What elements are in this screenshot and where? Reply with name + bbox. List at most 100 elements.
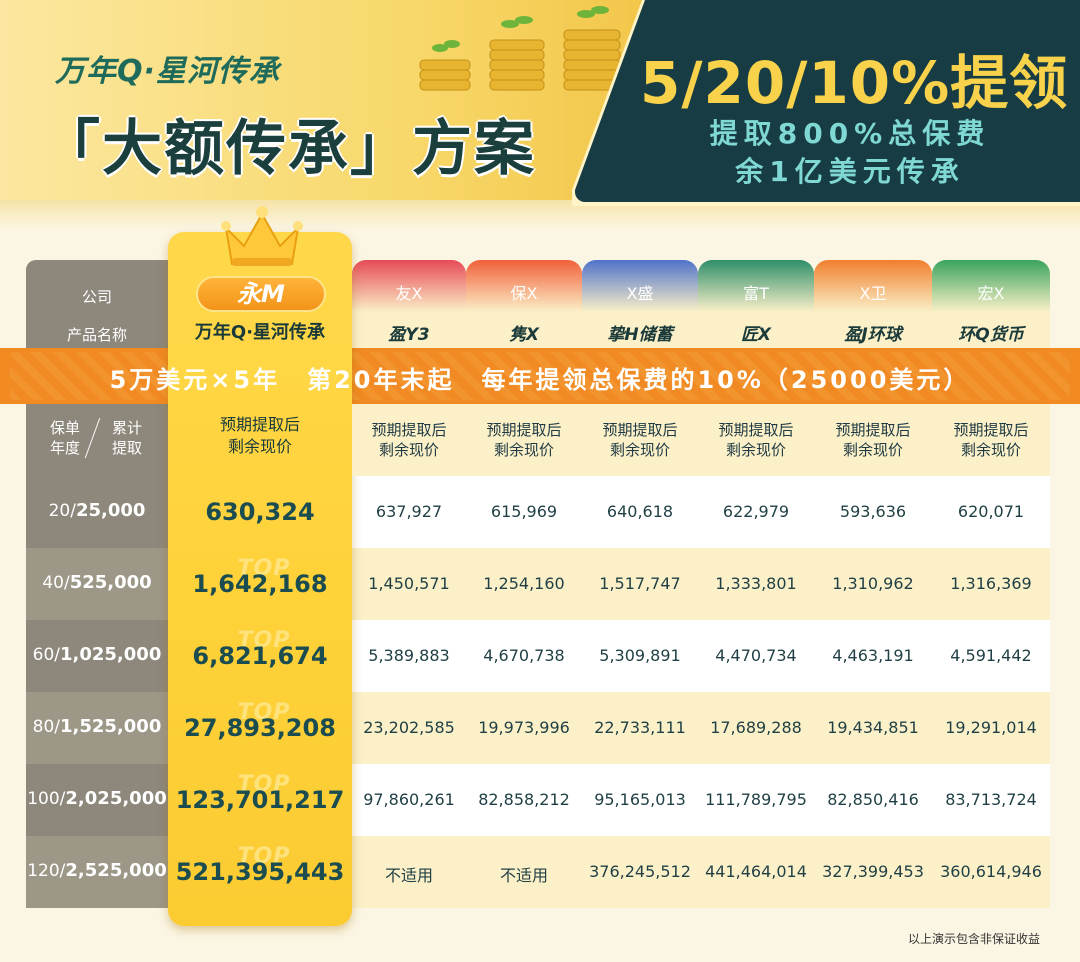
row-background — [352, 548, 1050, 620]
plan-subtitle: 万年Q·星河传承 — [55, 54, 280, 89]
table-cell: 19,973,996 — [478, 718, 570, 737]
label-separator: / — [59, 861, 66, 881]
top-watermark: TOP — [237, 700, 291, 725]
promo-line-1: 提取800%总保费 — [709, 117, 991, 150]
row-background — [352, 692, 1050, 764]
table-cell: 1,310,962 — [832, 574, 914, 593]
featured-value: 521,395,443 — [175, 858, 345, 886]
top-watermark: TOP — [237, 844, 291, 869]
policy-year: 40 — [42, 573, 64, 593]
label-company: 公司 — [81, 288, 112, 306]
row-label: 20/25,000 — [26, 500, 168, 521]
coin-stack-illustration — [419, 6, 621, 91]
featured-value: 630,324 — [205, 498, 315, 526]
competitor-company-header: X盛 — [582, 260, 698, 312]
row-label: 80/1,525,000 — [26, 716, 168, 737]
table-cell: 83,713,724 — [945, 790, 1037, 809]
label-band — [26, 836, 168, 908]
table-cell: 17,689,288 — [710, 718, 802, 737]
competitor-product-name: 环Q货币 — [932, 312, 1050, 350]
row-label: 100/2,025,000 — [26, 788, 168, 809]
competitor-product-name: 隽X — [466, 312, 582, 350]
table-cell: 1,517,747 — [599, 574, 681, 593]
row-label: 120/2,525,000 — [26, 860, 168, 881]
label-band — [26, 692, 168, 764]
row-background — [352, 764, 1050, 836]
policy-year: 100 — [27, 789, 60, 809]
featured-value: 27,893,208 — [184, 714, 336, 742]
competitor-product-name: 盈Y3 — [352, 312, 466, 350]
featured-subheader: 预期提取后 剩余现价 — [219, 415, 300, 456]
competitor-subheader: 预期提取后 剩余现价 — [814, 404, 932, 476]
featured-product-name: 万年Q·星河传承 — [194, 322, 326, 343]
row-background — [352, 620, 1050, 692]
table-cell: 22,733,111 — [594, 718, 686, 737]
promo-line-2: 余1亿美元传承 — [735, 155, 965, 188]
top-watermark: TOP — [237, 556, 291, 581]
table-cell: 4,670,738 — [483, 646, 565, 665]
table-cell: 637,927 — [375, 502, 443, 521]
competitor-product-name: 盈J环球 — [814, 312, 932, 350]
featured-column — [168, 232, 352, 926]
label-cumulative: 累计 提取 — [111, 419, 142, 457]
cumulative-withdrawn: 1,025,000 — [60, 644, 162, 665]
cumulative-withdrawn: 525,000 — [69, 572, 152, 593]
table-cell: 360,614,946 — [940, 862, 1042, 881]
table-cell: 640,618 — [606, 502, 674, 521]
label-separator: / — [70, 501, 76, 521]
table-cell: 95,165,013 — [594, 790, 686, 809]
label-policy-year: 保单 年度 — [49, 419, 80, 457]
competitor-subheader: 预期提取后 剩余现价 — [466, 404, 582, 476]
competitor-company-header: 友X — [352, 260, 466, 312]
featured-brand-badge: 永M — [196, 276, 326, 312]
table-cell: 593,636 — [839, 502, 907, 521]
label-separator: / — [54, 645, 60, 665]
table-cell: 327,399,453 — [822, 862, 924, 881]
table-cell: 1,333,801 — [715, 574, 797, 593]
competitor-subheader: 预期提取后 剩余现价 — [582, 404, 698, 476]
table-cell: 1,316,369 — [950, 574, 1032, 593]
promo-panel — [575, 0, 1080, 202]
competitor-subheader: 预期提取后 剩余现价 — [698, 404, 814, 476]
cumulative-withdrawn: 25,000 — [75, 500, 146, 521]
table-cell: 不适用 — [499, 866, 548, 885]
table-cell: 5,389,883 — [368, 646, 450, 665]
competitor-product-name: 匠X — [698, 312, 814, 350]
competitor-company-header: 宏X — [932, 260, 1050, 312]
cumulative-withdrawn: 2,525,000 — [65, 860, 167, 881]
crown-icon — [221, 206, 303, 266]
table-cell: 376,245,512 — [589, 862, 691, 881]
disclaimer: 以上演示包含非保证收益 — [907, 932, 1040, 946]
scenario-text: 5万美元×5年 第20年末起 每年提领总保费的10%（25000美元） — [109, 366, 971, 394]
cumulative-withdrawn: 2,025,000 — [65, 788, 167, 809]
featured-value: 6,821,674 — [192, 642, 328, 670]
label-separator: / — [54, 717, 60, 737]
table-cell: 82,858,212 — [478, 790, 570, 809]
policy-year: 80 — [32, 717, 55, 737]
row-background — [352, 836, 1050, 908]
label-separator: / — [63, 573, 70, 593]
table-cell: 不适用 — [384, 866, 433, 885]
featured-value: 123,701,217 — [175, 786, 345, 814]
policy-year: 20 — [48, 501, 71, 521]
row-label: 60/1,025,000 — [26, 644, 168, 665]
competitor-company-header: 富T — [698, 260, 814, 312]
label-band — [26, 548, 168, 620]
table-cell: 97,860,261 — [363, 790, 455, 809]
table-cell: 4,470,734 — [715, 646, 797, 665]
top-watermark: TOP — [237, 628, 291, 653]
label-product: 产品名称 — [66, 326, 127, 344]
top-watermark: TOP — [237, 772, 291, 797]
promo-headline: 5/20/10%提领 — [640, 49, 1069, 117]
competitor-subheader: 预期提取后 剩余现价 — [352, 404, 466, 476]
label-separator: / — [59, 789, 66, 809]
table-cell: 441,464,014 — [705, 862, 807, 881]
table-cell: 111,789,795 — [705, 790, 807, 809]
table-cell: 615,969 — [490, 502, 558, 521]
table-cell: 23,202,585 — [363, 718, 455, 737]
table-cell: 4,463,191 — [832, 646, 914, 665]
table-cell: 19,291,014 — [945, 718, 1037, 737]
table-cell: 5,309,891 — [599, 646, 681, 665]
table-cell: 4,591,442 — [950, 646, 1032, 665]
